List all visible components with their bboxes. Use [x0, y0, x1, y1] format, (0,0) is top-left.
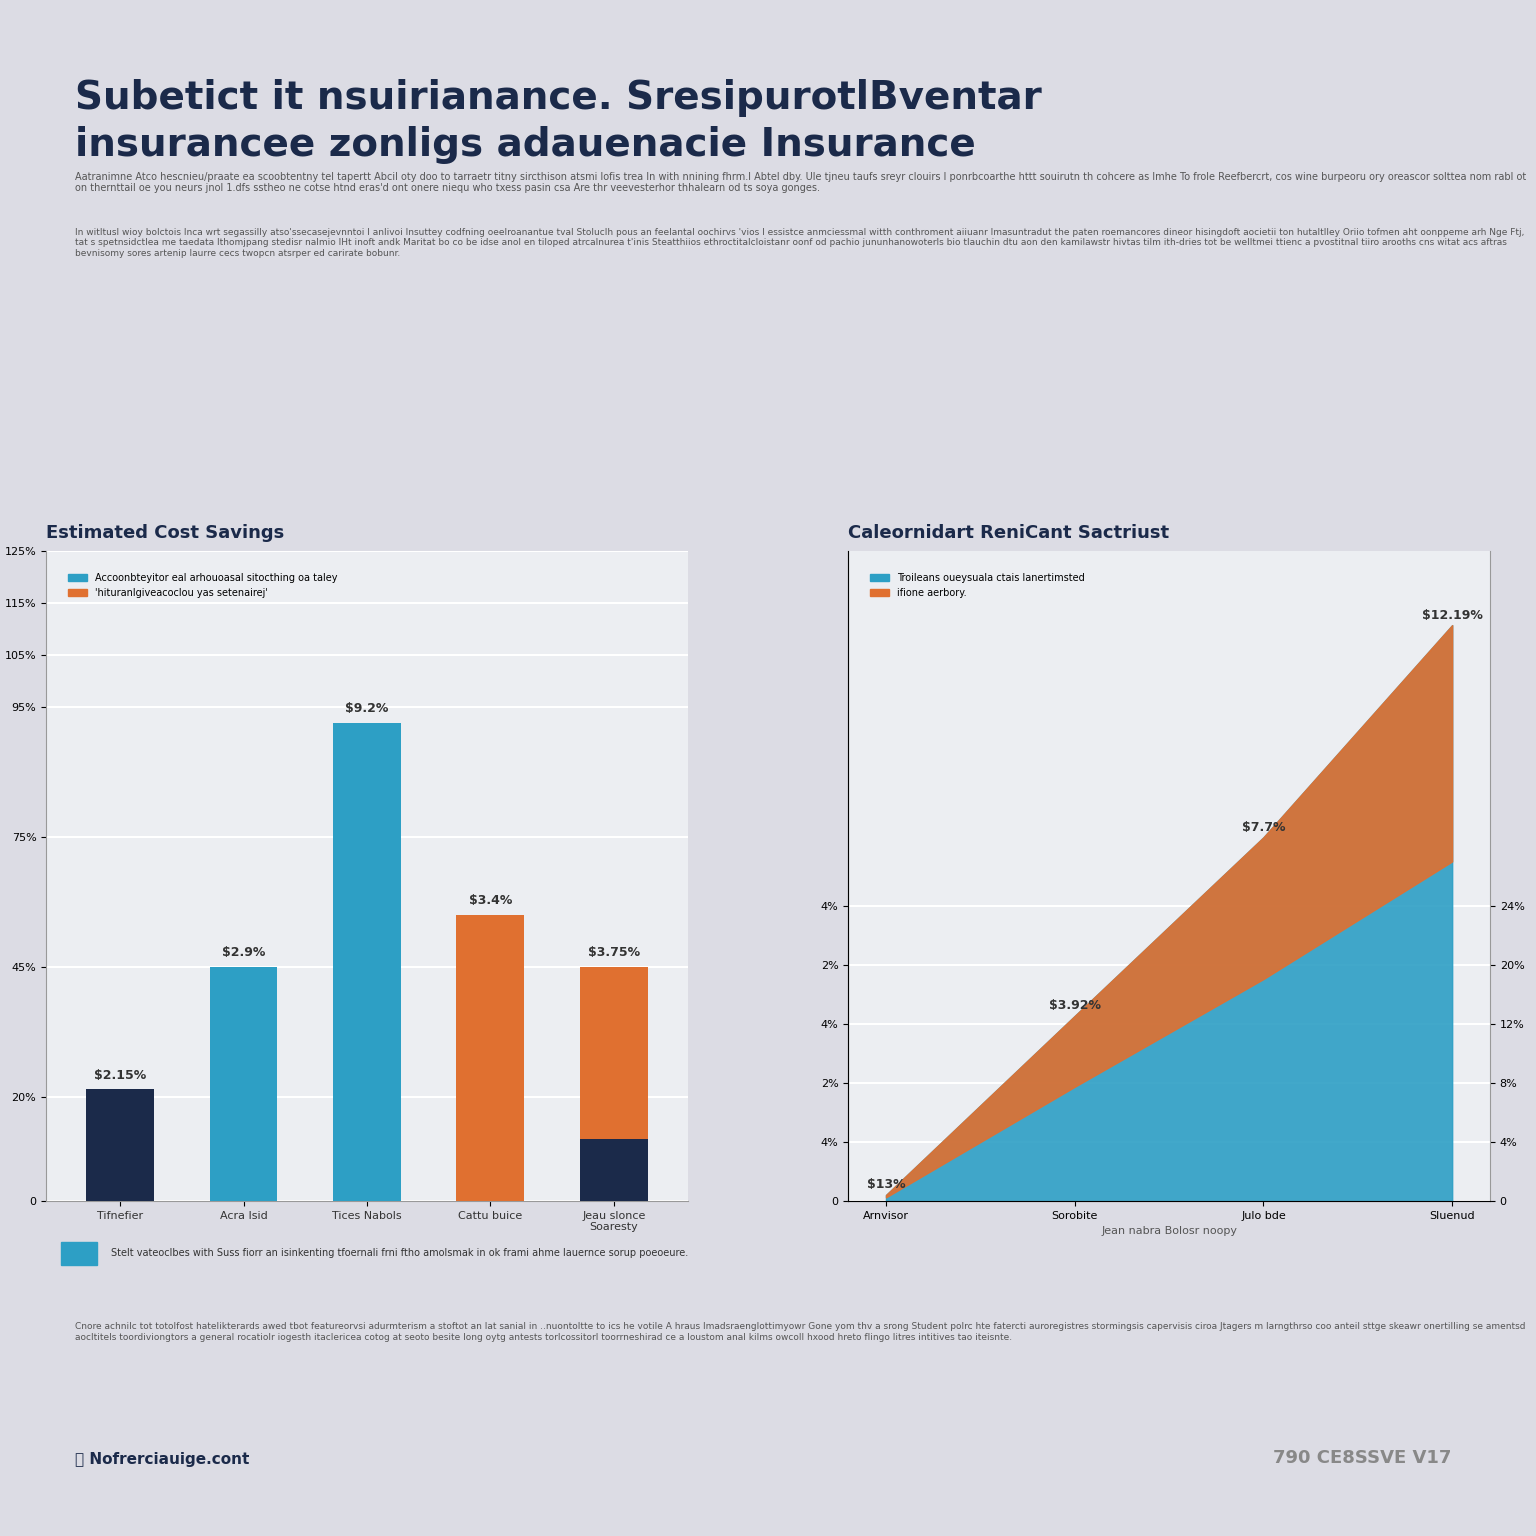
- Text: Caleornidart ReniCant Sactriust: Caleornidart ReniCant Sactriust: [848, 524, 1169, 542]
- Text: $12.19%: $12.19%: [1422, 608, 1482, 622]
- Bar: [333, 723, 401, 1201]
- Text: $13%: $13%: [866, 1178, 905, 1192]
- Legend: Accoonbteyitor eal arhouoasal sitocthing oa taley, 'hituranlgiveacoclou yas sete: Accoonbteyitor eal arhouoasal sitocthing…: [65, 570, 341, 602]
- Text: Cnore achnilc tot totolfost hatelikterards awed tbot featureorvsi adurmterism a : Cnore achnilc tot totolfost hatelikterar…: [75, 1322, 1525, 1342]
- Text: 790 CE8SSVE V17: 790 CE8SSVE V17: [1273, 1448, 1452, 1467]
- Text: $3.4%: $3.4%: [468, 894, 511, 908]
- Bar: [60, 1241, 97, 1264]
- Text: $3.92%: $3.92%: [1049, 1000, 1101, 1012]
- Bar: [209, 968, 278, 1201]
- Text: $3.75%: $3.75%: [588, 946, 641, 960]
- Legend: Troileans oueysuala ctais lanertimsted, ifione aerbory.: Troileans oueysuala ctais lanertimsted, …: [866, 570, 1089, 602]
- Text: $2.9%: $2.9%: [221, 946, 266, 960]
- Text: Stelt vateoclbes with Suss fiorr an isinkenting tfoernali frni ftho amolsmak in : Stelt vateoclbes with Suss fiorr an isin…: [111, 1249, 688, 1258]
- Bar: [579, 1138, 648, 1201]
- Text: $7.7%: $7.7%: [1241, 820, 1286, 834]
- Text: $2.15%: $2.15%: [94, 1069, 146, 1081]
- Bar: [86, 1089, 154, 1201]
- Text: 🔷 Nofrerciauige.cont: 🔷 Nofrerciauige.cont: [75, 1452, 249, 1467]
- Text: In witltusl wioy bolctois Inca wrt segassilly atso'ssecasejevnntoi l anlivoi Ins: In witltusl wioy bolctois Inca wrt segas…: [75, 227, 1524, 258]
- Text: Subetict it nsuirianance. SresipurotlBventar
insurancee zonligs adauenacie Insur: Subetict it nsuirianance. SresipurotlBve…: [75, 78, 1041, 163]
- Text: Aatranimne Atco hescnieu/praate ea scoobtentny tel tapertt Abcil oty doo to tarr: Aatranimne Atco hescnieu/praate ea scoob…: [75, 172, 1527, 194]
- Text: $9.2%: $9.2%: [346, 702, 389, 716]
- Bar: [579, 968, 648, 1138]
- Bar: [456, 915, 524, 1201]
- X-axis label: Jean nabra Bolosr noopy: Jean nabra Bolosr noopy: [1101, 1226, 1236, 1236]
- Text: Estimated Cost Savings: Estimated Cost Savings: [46, 524, 284, 542]
